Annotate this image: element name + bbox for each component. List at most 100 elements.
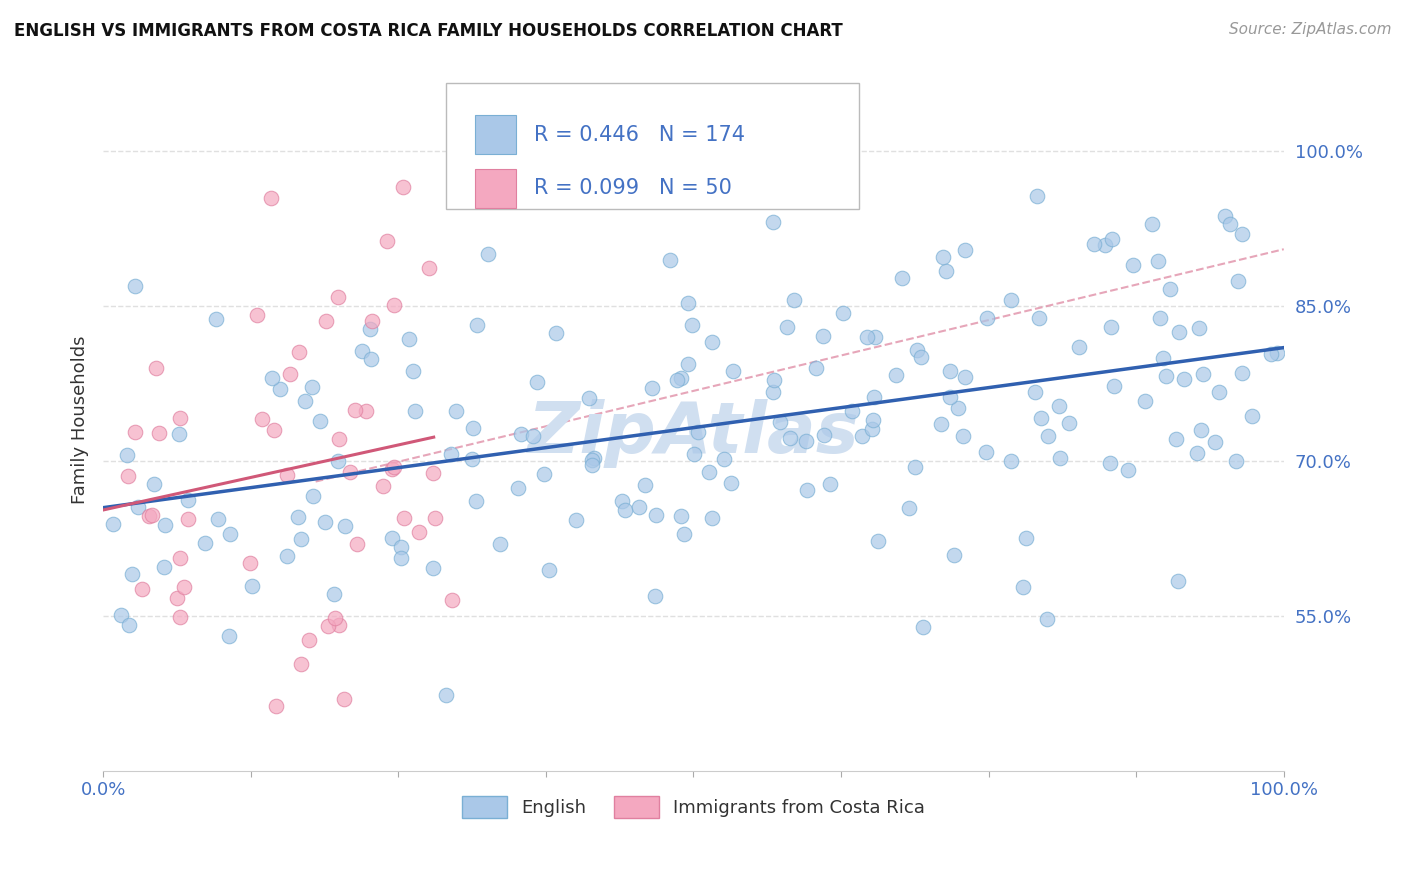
Point bbox=[394, 511, 416, 525]
Point bbox=[169, 411, 191, 425]
Point bbox=[953, 370, 976, 384]
Point bbox=[145, 361, 167, 376]
Point bbox=[444, 404, 467, 418]
Point bbox=[1000, 454, 1022, 468]
Point bbox=[441, 592, 464, 607]
Point bbox=[141, 508, 163, 523]
Point bbox=[465, 318, 488, 333]
Point bbox=[354, 404, 377, 418]
Point bbox=[1116, 462, 1139, 476]
Point bbox=[138, 509, 160, 524]
Point bbox=[328, 432, 350, 446]
FancyBboxPatch shape bbox=[446, 83, 859, 209]
Point bbox=[205, 312, 228, 326]
Point bbox=[266, 698, 288, 713]
Point bbox=[346, 537, 368, 551]
Point bbox=[148, 426, 170, 441]
Point bbox=[1149, 310, 1171, 325]
Point bbox=[240, 579, 263, 593]
Point bbox=[1094, 238, 1116, 252]
Point bbox=[818, 477, 841, 491]
Point bbox=[868, 533, 890, 548]
Point bbox=[832, 305, 855, 319]
Point bbox=[1012, 580, 1035, 594]
Point bbox=[644, 589, 666, 603]
Point bbox=[763, 373, 786, 387]
Point bbox=[489, 537, 512, 551]
Point bbox=[298, 633, 321, 648]
Point bbox=[762, 215, 785, 229]
Point bbox=[1208, 385, 1230, 400]
Point bbox=[276, 549, 298, 564]
Point bbox=[911, 620, 934, 634]
Point bbox=[682, 447, 704, 461]
Point bbox=[153, 560, 176, 574]
Point bbox=[218, 527, 240, 541]
Point bbox=[1227, 274, 1250, 288]
Point bbox=[389, 551, 412, 566]
Point bbox=[153, 517, 176, 532]
Point bbox=[533, 467, 555, 482]
Point bbox=[260, 371, 283, 385]
Point bbox=[669, 371, 692, 385]
Point bbox=[1241, 409, 1264, 424]
Text: ENGLISH VS IMMIGRANTS FROM COSTA RICA FAMILY HOUSEHOLDS CORRELATION CHART: ENGLISH VS IMMIGRANTS FROM COSTA RICA FA… bbox=[14, 22, 842, 40]
Point bbox=[290, 532, 312, 546]
Point bbox=[218, 630, 240, 644]
Point bbox=[382, 459, 405, 474]
Point bbox=[897, 501, 920, 516]
Point bbox=[1031, 411, 1053, 425]
Point bbox=[1185, 446, 1208, 460]
Point bbox=[131, 582, 153, 596]
Point bbox=[938, 364, 960, 378]
Point bbox=[461, 452, 484, 467]
Point bbox=[1049, 450, 1071, 465]
Point bbox=[628, 500, 651, 515]
Point bbox=[1135, 394, 1157, 409]
Y-axis label: Family Households: Family Households bbox=[72, 335, 89, 504]
Point bbox=[1188, 321, 1211, 335]
Point bbox=[676, 296, 699, 310]
Point bbox=[326, 453, 349, 467]
Point bbox=[344, 403, 367, 417]
Point bbox=[371, 479, 394, 493]
Point bbox=[1098, 456, 1121, 470]
Point bbox=[404, 404, 426, 418]
Point bbox=[121, 566, 143, 581]
Point bbox=[1167, 574, 1189, 588]
Point bbox=[526, 375, 548, 389]
Point bbox=[522, 429, 544, 443]
Point bbox=[676, 357, 699, 371]
Point bbox=[1036, 429, 1059, 443]
Point bbox=[672, 526, 695, 541]
Point bbox=[612, 494, 634, 508]
Text: Source: ZipAtlas.com: Source: ZipAtlas.com bbox=[1229, 22, 1392, 37]
Point bbox=[434, 688, 457, 702]
Point bbox=[117, 468, 139, 483]
Point bbox=[537, 563, 560, 577]
Point bbox=[375, 234, 398, 248]
Point bbox=[177, 493, 200, 508]
Text: R = 0.099   N = 50: R = 0.099 N = 50 bbox=[534, 178, 733, 198]
Point bbox=[1025, 189, 1047, 203]
Point bbox=[194, 536, 217, 550]
Point bbox=[1173, 372, 1195, 386]
Point bbox=[614, 502, 637, 516]
Point bbox=[796, 483, 818, 497]
Point bbox=[360, 314, 382, 328]
Point bbox=[884, 368, 907, 383]
Point bbox=[177, 512, 200, 526]
Point bbox=[326, 290, 349, 304]
Point bbox=[117, 448, 139, 462]
Point bbox=[565, 513, 588, 527]
Point bbox=[276, 467, 298, 482]
Point bbox=[804, 361, 827, 376]
Point bbox=[314, 515, 336, 529]
Point bbox=[910, 351, 932, 365]
Point bbox=[946, 401, 969, 415]
Point bbox=[713, 452, 735, 467]
Point bbox=[350, 343, 373, 358]
Point bbox=[508, 482, 530, 496]
Point bbox=[250, 411, 273, 425]
Point bbox=[943, 548, 966, 562]
